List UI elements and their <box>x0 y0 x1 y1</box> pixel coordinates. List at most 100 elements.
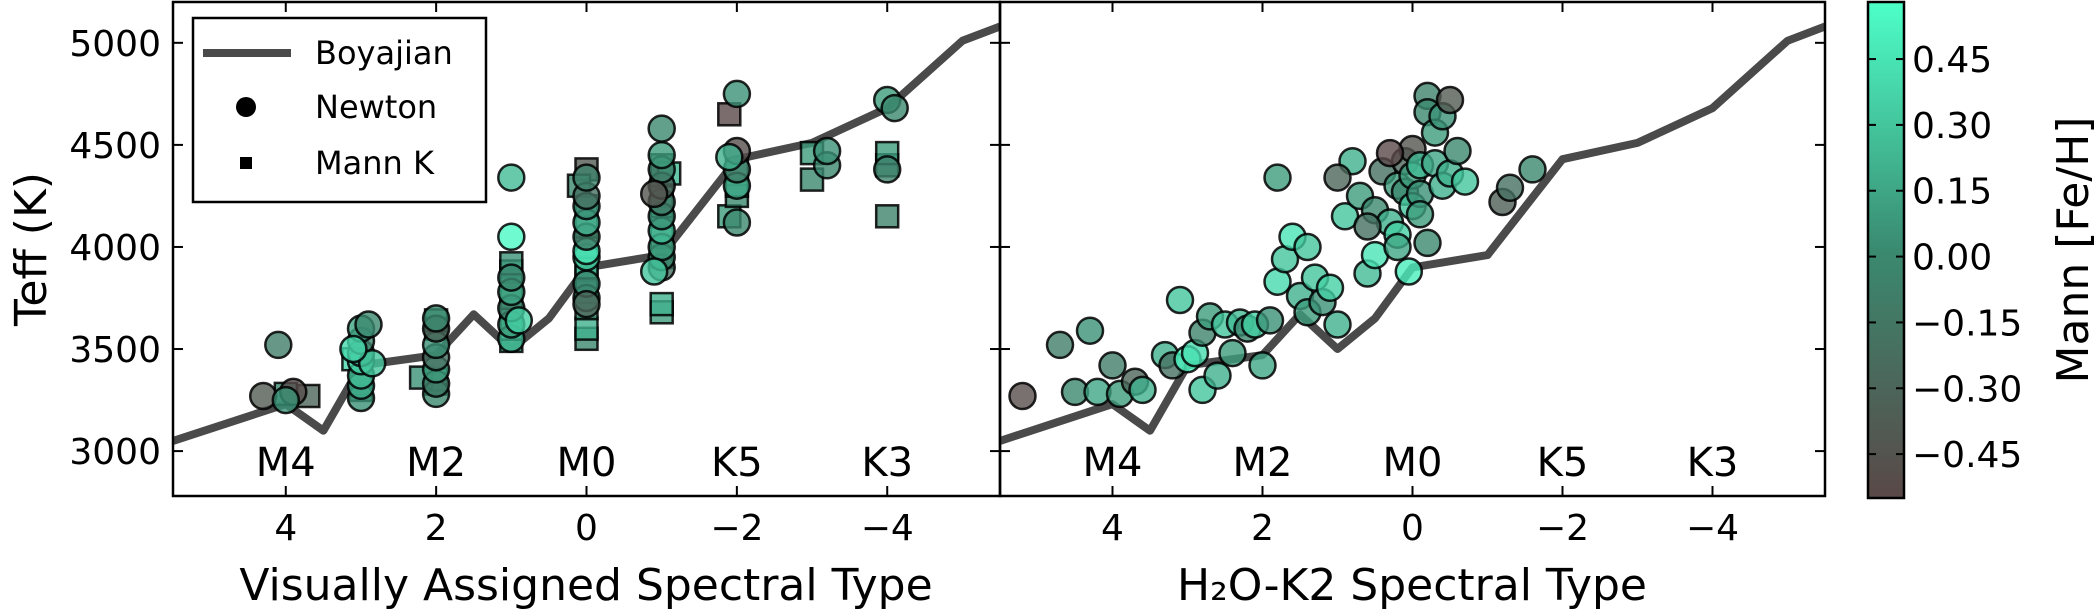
legend-newton-marker <box>236 97 256 117</box>
left-spectral-label: M2 <box>406 440 466 486</box>
right-newton-point <box>1075 316 1105 345</box>
y-tick-label: 3000 <box>69 432 161 473</box>
right-spectral-label: K5 <box>1537 440 1589 486</box>
left-spectral-label: M4 <box>256 440 316 486</box>
left-newton-point <box>639 257 669 286</box>
legend-boyajian-label: Boyajian <box>315 34 453 72</box>
right-spectral-label: K3 <box>1687 440 1739 486</box>
left-newton-point <box>421 304 451 333</box>
y-axis-label: Teff (K) <box>6 172 57 327</box>
right-x-axis-label: H₂O-K2 Spectral Type <box>1177 560 1647 611</box>
left-newton-point <box>504 306 534 335</box>
left-newton-point <box>572 163 601 192</box>
legend-newton-label: Newton <box>315 88 437 126</box>
right-newton-point <box>1045 330 1075 360</box>
right-newton-point <box>1405 200 1435 229</box>
colorbar: 0.45 0.30 0.15 0.00 −0.15 −0.30 −0.45 Mann [Fe… <box>1866 0 2099 500</box>
left-newton-point <box>497 222 526 252</box>
right-newton-point <box>1375 138 1405 168</box>
left-newton-point <box>264 330 293 360</box>
colorbar-tick-label: −0.45 <box>1912 435 2022 476</box>
right-newton-point <box>1293 232 1322 262</box>
right-newton-point <box>1128 375 1157 405</box>
right-spectral-label: M2 <box>1233 440 1293 486</box>
left-newton-point <box>339 334 368 364</box>
colorbar-label: Mann [Fe/H] <box>2048 117 2099 384</box>
colorbar-tick-label: 0.00 <box>1912 238 1992 279</box>
legend-mann-marker <box>240 157 252 169</box>
right-newton-point <box>1413 228 1442 258</box>
left-mann-k-point <box>874 204 900 229</box>
right-data-marks <box>1000 22 1825 445</box>
left-axes: M4 M2 M0 K5 K3 4 2 0 −2 −4 3000 3500 4000 4500 5000 <box>69 2 1000 549</box>
right-newton-point <box>1394 257 1424 286</box>
left-newton-point <box>872 155 902 184</box>
left-newton-point <box>572 289 601 319</box>
left-x-tick-label: 0 <box>575 508 598 549</box>
left-newton-point <box>722 208 752 237</box>
right-x-tick-label: 4 <box>1101 508 1124 549</box>
left-x-tick-label: −2 <box>710 508 763 549</box>
left-mann-k-point <box>649 291 674 317</box>
left-newton-point <box>639 179 669 209</box>
left-x-tick-label: 4 <box>274 508 297 549</box>
colorbar-ticks: 0.45 0.30 0.15 0.00 −0.15 −0.30 −0.45 <box>1868 40 2022 476</box>
y-tick-label: 3500 <box>69 330 161 371</box>
left-newton-point <box>354 310 383 339</box>
right-x-tick-label: −4 <box>1686 508 1739 549</box>
left-data-marks <box>173 22 1000 445</box>
colorbar-tick-label: 0.15 <box>1912 172 1992 213</box>
left-x-tick-label: 2 <box>425 508 448 549</box>
right-newton-point <box>1435 85 1465 115</box>
colorbar-tick-label: 0.30 <box>1912 106 1992 147</box>
panel-visual-spectral-type: M4 M2 M0 K5 K3 4 2 0 −2 −4 3000 3500 4000 4500 5000 Vi… <box>6 0 1002 611</box>
left-newton-point <box>812 136 842 166</box>
right-x-tick-label: 2 <box>1251 508 1274 549</box>
right-newton-point <box>1450 167 1480 196</box>
left-newton-point <box>722 79 752 109</box>
right-newton-point <box>1443 136 1472 166</box>
right-newton-point <box>1323 163 1352 192</box>
right-newton-point <box>1315 273 1345 303</box>
legend-mann-label: Mann K <box>315 144 435 182</box>
left-newton-point <box>497 163 526 192</box>
panel-h2o-k2-spectral-type: M4 M2 M0 K5 K3 4 2 0 −2 −4 H₂O-K2 Spectral Type <box>998 0 1827 611</box>
right-newton-point <box>1008 381 1037 411</box>
right-newton-point <box>1353 212 1382 241</box>
left-spectral-label: K5 <box>711 440 763 486</box>
right-newton-point <box>1203 361 1232 390</box>
right-newton-point <box>1383 232 1412 262</box>
right-newton-point <box>1218 338 1247 368</box>
y-tick-label: 4000 <box>69 228 161 269</box>
left-spectral-label: K3 <box>861 440 913 486</box>
left-newton-point <box>647 114 676 143</box>
left-spectral-label: M0 <box>557 440 617 486</box>
right-spectral-label: M0 <box>1383 440 1443 486</box>
colorbar-tick-label: −0.30 <box>1912 369 2022 410</box>
right-boyajian-line <box>1000 22 1825 445</box>
y-tick-label: 4500 <box>69 126 161 167</box>
left-x-tick-label: −4 <box>861 508 914 549</box>
right-newton-point <box>1098 351 1127 380</box>
colorbar-tick-label: 0.45 <box>1912 40 1992 81</box>
colorbar-tick-label: −0.15 <box>1912 303 2022 344</box>
right-newton-point <box>1518 155 1547 184</box>
right-plot-frame <box>998 0 1827 498</box>
left-newton-point <box>271 385 301 415</box>
left-newton-point <box>357 349 387 378</box>
left-boyajian-line <box>173 22 1000 445</box>
left-newton-point <box>497 263 526 292</box>
y-tick-label: 5000 <box>69 24 161 65</box>
right-spectral-label: M4 <box>1083 440 1143 486</box>
left-newton-point <box>715 142 744 172</box>
right-x-tick-label: 0 <box>1401 508 1424 549</box>
right-newton-point <box>1255 306 1285 335</box>
right-axes: M4 M2 M0 K5 K3 4 2 0 −2 −4 <box>1000 2 1825 549</box>
colorbar-gradient <box>1866 0 1906 500</box>
legend: Boyajian Newton Mann K <box>191 16 488 204</box>
right-newton-point <box>1495 173 1525 203</box>
right-newton-point <box>1248 351 1277 380</box>
left-x-axis-label: Visually Assigned Spectral Type <box>239 560 932 611</box>
right-x-tick-label: −2 <box>1536 508 1589 549</box>
